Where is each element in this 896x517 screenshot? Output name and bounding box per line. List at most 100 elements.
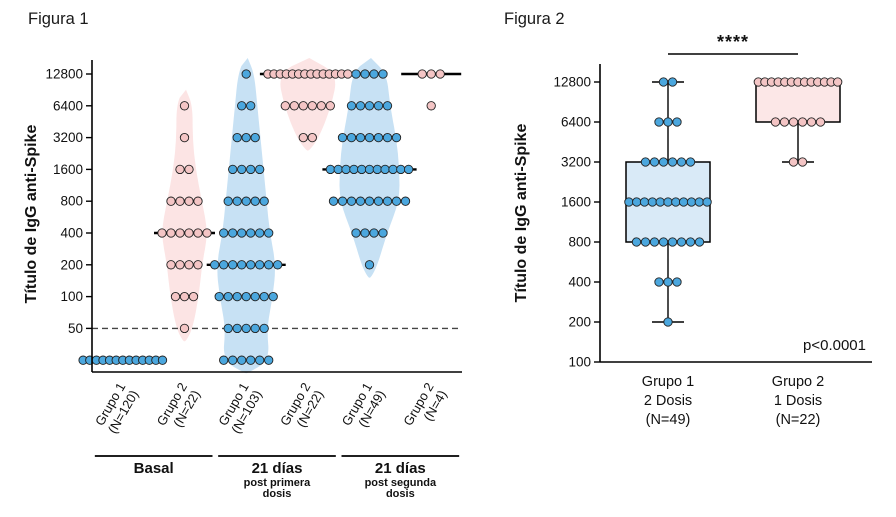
data-dot <box>166 196 176 206</box>
timepoint-sublabel: post primera <box>244 477 312 489</box>
data-dot <box>355 196 366 206</box>
y-tick-label: 3200 <box>53 130 83 145</box>
y-tick-label: 12800 <box>553 75 591 90</box>
data-dot <box>341 164 351 175</box>
data-dot <box>241 291 251 302</box>
y-tick-label: 12800 <box>45 67 83 82</box>
data-dot <box>667 157 678 167</box>
data-dot <box>788 157 799 167</box>
data-dot <box>797 117 808 127</box>
data-dot <box>663 197 673 207</box>
data-dot <box>268 291 278 302</box>
data-dot <box>237 355 247 365</box>
data-dot <box>246 164 256 175</box>
x-dose-label: 2 Dosis <box>644 393 692 409</box>
data-dot <box>632 197 642 207</box>
data-dot <box>372 164 382 175</box>
y-tick-label: 100 <box>568 355 591 370</box>
significance-stars: **** <box>717 32 749 52</box>
data-dot <box>307 101 317 111</box>
data-dot <box>337 196 348 206</box>
data-dot <box>373 101 384 111</box>
data-dot <box>298 101 308 111</box>
data-dot <box>241 132 251 143</box>
data-dot <box>346 132 357 143</box>
violin-shape <box>280 58 336 151</box>
data-dot <box>654 277 664 287</box>
data-dot <box>640 237 651 247</box>
data-dot <box>228 228 238 238</box>
data-dot <box>188 291 199 302</box>
data-dot <box>639 197 650 207</box>
box-rect <box>755 81 841 123</box>
data-dot <box>255 260 265 270</box>
data-dot <box>396 164 406 175</box>
data-dot <box>250 291 260 302</box>
data-dot <box>364 260 375 270</box>
p-value-label: p<0.0001 <box>803 337 866 354</box>
data-dot <box>325 164 336 175</box>
data-dot <box>624 197 634 207</box>
data-dot <box>663 317 673 327</box>
data-dot <box>219 355 229 365</box>
data-dot <box>658 77 669 87</box>
data-dot <box>241 69 251 79</box>
data-dot <box>678 197 689 207</box>
y-tick-label: 200 <box>60 257 83 272</box>
data-dot <box>663 117 673 127</box>
data-dot <box>264 228 274 238</box>
data-dot <box>649 157 660 167</box>
data-dot <box>655 197 665 207</box>
dot-rows <box>78 355 168 365</box>
data-dot <box>228 355 238 365</box>
data-dot <box>658 237 669 247</box>
data-dot <box>170 291 181 302</box>
timepoint-label: Basal <box>134 460 174 477</box>
data-dot <box>380 164 390 175</box>
data-dot <box>228 164 238 175</box>
data-dot <box>202 228 212 238</box>
data-dot <box>241 196 251 206</box>
figura2-box-chart: 12800 6400 3200 1600 800 400 200 100 Título de I… <box>513 32 872 428</box>
data-dot <box>369 228 379 238</box>
y-tick-label: 800 <box>60 194 83 209</box>
figura1-title: Figura 1 <box>28 10 89 28</box>
data-dot <box>232 132 242 143</box>
data-dot <box>373 132 384 143</box>
data-dot <box>255 164 265 175</box>
data-dot <box>378 228 388 238</box>
data-dot <box>686 197 697 207</box>
x-group-label: Grupo 2 <box>772 374 824 390</box>
data-dot <box>232 196 242 206</box>
data-dot <box>237 164 247 175</box>
data-dot <box>166 228 176 238</box>
data-dot <box>237 228 247 238</box>
timepoint-sublabel: dosis <box>386 488 415 500</box>
data-dot <box>298 132 308 143</box>
data-dot <box>640 157 651 167</box>
data-dot <box>343 69 353 79</box>
data-dot <box>685 237 696 247</box>
data-dot <box>364 196 375 206</box>
data-dot <box>349 164 359 175</box>
data-dot <box>184 164 194 175</box>
data-dot <box>382 132 393 143</box>
data-dot <box>193 260 203 270</box>
data-dot <box>685 157 696 167</box>
data-dot <box>672 277 682 287</box>
data-dot <box>391 132 402 143</box>
data-dot <box>157 355 168 365</box>
data-dot <box>672 117 682 127</box>
timepoint-label: 21 días <box>252 460 303 477</box>
data-dot <box>391 196 402 206</box>
data-dot <box>214 291 224 302</box>
data-dot <box>667 237 678 247</box>
data-dot <box>280 101 290 111</box>
data-dot <box>289 101 299 111</box>
data-dot <box>237 101 247 111</box>
data-dot <box>369 69 379 79</box>
data-dot <box>788 117 799 127</box>
dot-rows <box>157 101 212 334</box>
data-dot <box>232 291 242 302</box>
data-dot <box>179 323 190 334</box>
